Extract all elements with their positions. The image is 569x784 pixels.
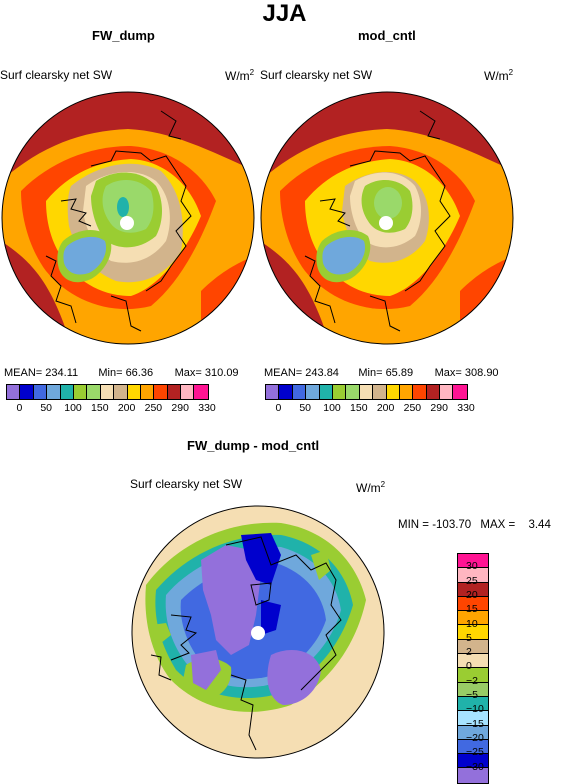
stats-right: MEAN= 243.84 Min= 65.89 Max= 308.90 [264, 367, 499, 379]
colorbar-tick-label: 50 [299, 402, 312, 414]
colorbar-tick-label: 290 [430, 402, 448, 414]
colorbar-swatch [87, 385, 101, 399]
colorbar-tick-label: 25 [466, 574, 478, 587]
colorbar-swatch [458, 711, 488, 726]
colorbar-swatch [458, 568, 488, 583]
colorbar-tick-label: 2 [466, 646, 472, 659]
colorbar-swatch [399, 385, 414, 399]
colorbar-tick-label: 290 [171, 402, 189, 414]
colorbar-tick-label: 330 [198, 402, 216, 414]
colorbar-tick-label: 0 [275, 402, 282, 414]
colorbar-tick-label: 20 [466, 588, 478, 601]
colorbar-left [6, 384, 209, 400]
colorbar-tick-label: 5 [466, 631, 472, 644]
diff-stats: MIN = -103.70 MAX = 3.44 [398, 519, 551, 531]
colorbar-swatch [458, 554, 488, 569]
variable-label-left: Surf clearsky net SW [0, 68, 113, 82]
diff-unit-label: W/m2 [356, 480, 386, 495]
panel-title-left: FW_dump [92, 28, 155, 43]
polar-map-right [260, 91, 514, 345]
colorbar-swatch [73, 385, 88, 399]
colorbar-tick-label: 50 [40, 402, 53, 414]
colorbar-swatch [292, 385, 307, 399]
colorbar-swatch [154, 385, 168, 399]
colorbar-swatch [47, 385, 61, 399]
colorbar-tick-label: 30 [466, 560, 478, 573]
colorbar-swatch [413, 385, 427, 399]
colorbar-swatch [279, 385, 293, 399]
colorbar-swatch [458, 625, 488, 640]
colorbar-swatch [458, 654, 488, 669]
colorbar-swatch [386, 385, 400, 399]
panel-title-right: mod_cntl [358, 28, 416, 43]
colorbar-tick-label: −2 [466, 674, 478, 687]
colorbar-tick-label: −25 [466, 746, 484, 759]
colorbar-swatch [60, 385, 74, 399]
figure-title: JJA [262, 0, 307, 27]
colorbar-tick-label: 100 [64, 402, 82, 414]
colorbar-swatch [7, 385, 21, 399]
polar-map-left [1, 91, 255, 345]
colorbar-swatch [140, 385, 155, 399]
colorbar-swatch [458, 682, 488, 697]
colorbar-tick-label: 0 [466, 660, 472, 673]
colorbar-tick-label: 150 [350, 402, 368, 414]
colorbar-swatch [114, 385, 128, 399]
colorbar-tick-label: −15 [466, 717, 484, 730]
colorbar-swatch [332, 385, 347, 399]
colorbar-tick-label: −30 [466, 760, 484, 773]
colorbar-tick-label: 200 [117, 402, 136, 414]
colorbar-tick-label: 250 [144, 402, 163, 414]
colorbar-tick-label: 330 [457, 402, 475, 414]
colorbar-tick-label: −10 [466, 703, 484, 716]
colorbar-tick-label: 15 [466, 603, 478, 616]
diff-colorbar [457, 553, 489, 784]
colorbar-swatch [359, 385, 374, 399]
colorbar-tick-label: −20 [466, 731, 484, 744]
colorbar-swatch [458, 639, 488, 655]
colorbar-swatch [194, 385, 208, 399]
unit-label-right: W/m2 [484, 68, 514, 83]
colorbar-swatch [306, 385, 320, 399]
colorbar-swatch [127, 385, 141, 399]
polar-map-diff [131, 505, 385, 759]
colorbar-swatch [458, 696, 488, 712]
colorbar-tick-label: −5 [466, 689, 478, 701]
colorbar-swatch [181, 385, 195, 399]
colorbar-swatch [319, 385, 333, 399]
colorbar-swatch [167, 385, 182, 399]
colorbar-swatch [440, 385, 454, 399]
colorbar-swatch [266, 385, 280, 399]
colorbar-swatch [458, 725, 488, 740]
variable-label-right: Surf clearsky net SW [260, 68, 373, 82]
colorbar-swatch [373, 385, 387, 399]
stats-left: MEAN= 234.11 Min= 66.36 Max= 310.09 [4, 367, 239, 379]
colorbar-swatch [453, 385, 467, 399]
colorbar-swatch [100, 385, 115, 399]
colorbar-tick-label: 200 [376, 402, 395, 414]
colorbar-tick-label: 0 [16, 402, 23, 414]
colorbar-right [265, 384, 468, 400]
colorbar-swatch [458, 668, 488, 683]
diff-panel-title: FW_dump - mod_cntl [187, 438, 320, 453]
colorbar-swatch [346, 385, 360, 399]
colorbar-swatch [426, 385, 441, 399]
colorbar-tick-label: 150 [91, 402, 109, 414]
colorbar-swatch [458, 596, 488, 612]
unit-label-left: W/m2 [225, 68, 255, 83]
colorbar-tick-label: 100 [323, 402, 341, 414]
colorbar-swatch [458, 611, 488, 626]
colorbar-tick-label: 250 [403, 402, 422, 414]
colorbar-tick-label: 10 [466, 617, 478, 630]
diff-variable-label: Surf clearsky net SW [130, 477, 243, 491]
colorbar-swatch [458, 739, 488, 755]
colorbar-swatch [20, 385, 34, 399]
colorbar-swatch [33, 385, 48, 399]
colorbar-swatch [458, 582, 488, 597]
